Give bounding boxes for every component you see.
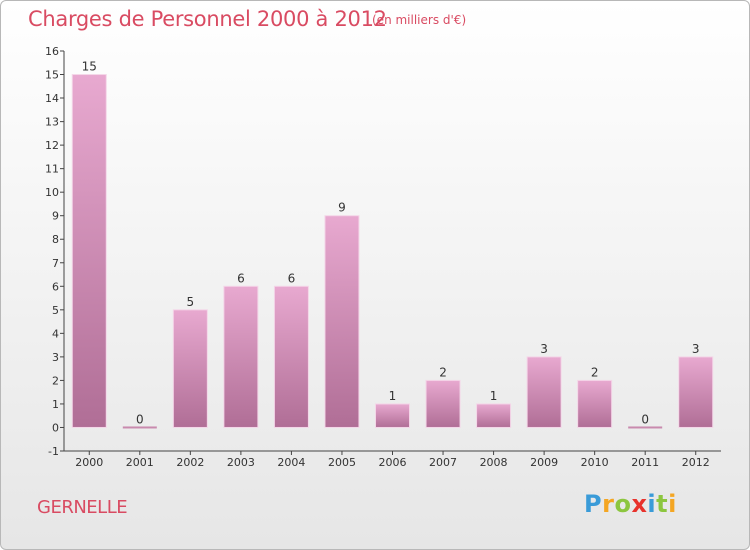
y-tick-label: 3 xyxy=(52,351,59,364)
logo-letter: t xyxy=(656,490,669,518)
bar xyxy=(375,403,410,428)
bar xyxy=(476,403,512,428)
y-tick-label: 2 xyxy=(52,374,59,387)
bar-value-label: 9 xyxy=(338,201,346,215)
bar-value-label: 2 xyxy=(439,365,447,379)
y-tick-label: 0 xyxy=(52,421,59,434)
y-tick-label: 4 xyxy=(52,327,59,340)
x-tick-label: 2009 xyxy=(530,456,558,469)
y-tick-label: 11 xyxy=(45,163,59,176)
x-tick-label: 2003 xyxy=(227,456,255,469)
x-tick-label: 2001 xyxy=(126,456,154,469)
logo-letter: x xyxy=(631,490,648,518)
y-tick-label: 6 xyxy=(52,280,59,293)
x-tick-label: 2010 xyxy=(581,456,609,469)
logo-letter: i xyxy=(647,490,657,518)
bar xyxy=(425,379,461,428)
y-tick-label: 10 xyxy=(45,186,59,199)
bar xyxy=(678,356,714,428)
bar xyxy=(577,379,613,428)
x-tick-label: 2005 xyxy=(328,456,356,469)
y-tick-label: 13 xyxy=(45,116,59,129)
logo-letter: P xyxy=(584,490,603,518)
bar-value-label: 2 xyxy=(591,365,599,379)
y-tick-label: 16 xyxy=(45,45,59,58)
x-tick-label: 2008 xyxy=(480,456,508,469)
proxiti-logo: Proxiti xyxy=(584,490,677,518)
x-tick-label: 2000 xyxy=(75,456,103,469)
bar xyxy=(526,356,562,428)
bar xyxy=(628,426,663,429)
y-tick-label: 7 xyxy=(52,257,59,270)
y-tick-label: 15 xyxy=(45,69,59,82)
y-tick-label: 5 xyxy=(52,304,59,317)
y-tick-label: 8 xyxy=(52,233,59,246)
chart-title: Charges de Personnel 2000 à 2012 xyxy=(28,7,387,31)
chart-subtitle: (en milliers d'€) xyxy=(372,13,467,27)
bar xyxy=(223,285,259,428)
logo-letter: o xyxy=(614,490,632,518)
bar-value-label: 1 xyxy=(490,389,498,403)
bar xyxy=(122,426,157,429)
x-tick-label: 2007 xyxy=(429,456,457,469)
x-tick-label: 2011 xyxy=(631,456,659,469)
bar-value-label: 5 xyxy=(187,295,195,309)
bar xyxy=(71,74,107,428)
bar-value-label: 0 xyxy=(641,412,649,426)
bar xyxy=(324,215,360,428)
x-tick-label: 2004 xyxy=(277,456,305,469)
bar-value-label: 15 xyxy=(82,60,97,74)
y-tick-label: 9 xyxy=(52,210,59,223)
bar-value-label: 3 xyxy=(540,342,548,356)
bar xyxy=(273,285,309,428)
y-tick-label: 1 xyxy=(52,398,59,411)
bar-value-label: 3 xyxy=(692,342,700,356)
y-tick-label: 14 xyxy=(45,92,59,105)
logo-letter: r xyxy=(602,490,615,518)
bar xyxy=(172,309,208,428)
x-tick-label: 2002 xyxy=(176,456,204,469)
x-tick-label: 2006 xyxy=(379,456,407,469)
bar-value-label: 6 xyxy=(237,271,245,285)
logo-letter: i xyxy=(668,490,677,518)
y-tick-label: 12 xyxy=(45,139,59,152)
commune-name: GERNELLE xyxy=(37,497,128,518)
bar-value-label: 6 xyxy=(288,271,296,285)
y-tick-label: -1 xyxy=(48,445,59,458)
x-tick-label: 2012 xyxy=(682,456,710,469)
bar-value-label: 0 xyxy=(136,412,144,426)
bar-value-label: 1 xyxy=(389,389,397,403)
